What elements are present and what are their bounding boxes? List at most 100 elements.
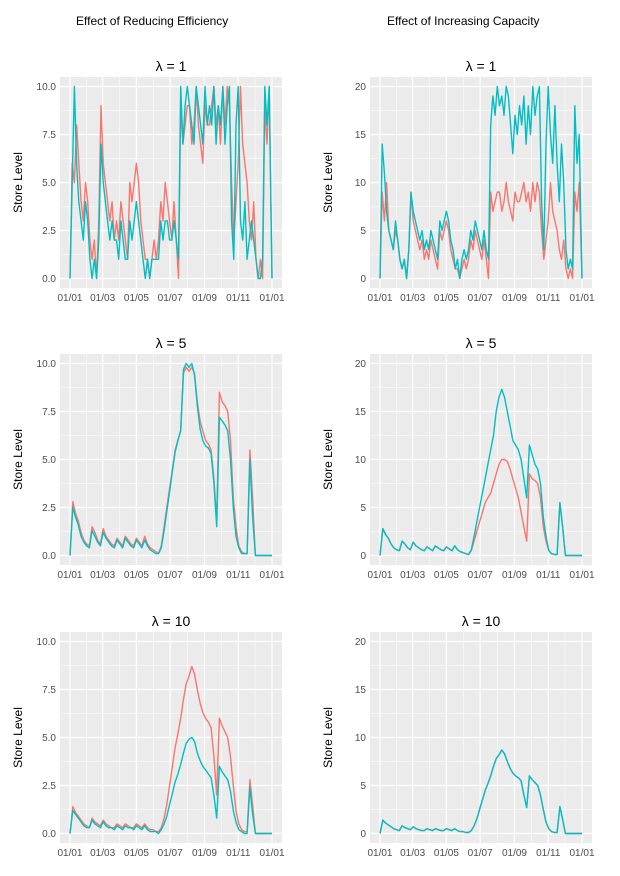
x-tick-label: 01/01 bbox=[569, 293, 594, 304]
x-tick-label: 01/09 bbox=[502, 848, 527, 859]
y-tick-label: 15 bbox=[355, 407, 367, 418]
panel-title: λ = 10 bbox=[152, 613, 191, 629]
y-tick-label: 2.5 bbox=[42, 503, 56, 514]
panel-title: λ = 1 bbox=[156, 58, 187, 74]
y-tick-label: 0.0 bbox=[42, 829, 56, 840]
x-tick-label: 01/01 bbox=[569, 848, 594, 859]
y-tick-label: 5.0 bbox=[42, 733, 56, 744]
panel-title: λ = 1 bbox=[466, 58, 497, 74]
panel-title: λ = 5 bbox=[466, 335, 497, 351]
x-tick-label: 01/11 bbox=[536, 848, 561, 859]
y-tick-label: 2.5 bbox=[42, 226, 56, 237]
panel-4: 0 5 10 15 20 01/01 01/03 01/05 01/07 01/09 01/11 01… bbox=[321, 335, 595, 581]
x-tick-label: 01/05 bbox=[124, 570, 149, 581]
series-line-1 bbox=[69, 736, 272, 835]
x-tick-label: 01/09 bbox=[502, 293, 527, 304]
y-tick-label: 10.0 bbox=[37, 82, 57, 93]
y-tick-label: 10 bbox=[355, 178, 367, 189]
x-tick-label: 01/01 bbox=[259, 293, 284, 304]
panel-5: 0 5 10 15 20 01/01 01/03 01/05 01/07 01/09 01/11 01… bbox=[321, 613, 595, 859]
y-tick-label: 10.0 bbox=[37, 359, 57, 370]
y-axis-label: Store Level bbox=[321, 429, 335, 490]
y-tick-label: 5.0 bbox=[42, 455, 56, 466]
x-tick-label: 01/07 bbox=[158, 293, 183, 304]
y-tick-label: 0.0 bbox=[42, 551, 56, 562]
x-tick-label: 01/01 bbox=[57, 848, 82, 859]
x-tick-label: 01/03 bbox=[400, 570, 425, 581]
x-tick-label: 01/09 bbox=[502, 570, 527, 581]
y-tick-label: 10.0 bbox=[37, 637, 57, 648]
y-axis-label: Store Level bbox=[11, 429, 25, 490]
x-tick-label: 01/03 bbox=[400, 848, 425, 859]
x-tick-label: 01/03 bbox=[90, 570, 115, 581]
x-tick-label: 01/01 bbox=[367, 848, 392, 859]
y-axis-label: Store Level bbox=[321, 152, 335, 213]
x-tick-label: 01/11 bbox=[536, 293, 561, 304]
y-tick-label: 20 bbox=[355, 637, 367, 648]
x-tick-label: 01/01 bbox=[57, 570, 82, 581]
y-tick-label: 15 bbox=[355, 685, 367, 696]
y-tick-label: 5 bbox=[360, 226, 366, 237]
panel-3: 0 5 10 15 20 01/01 01/03 01/05 01/07 01/09 01/11 01… bbox=[321, 58, 595, 304]
x-tick-label: 01/01 bbox=[367, 570, 392, 581]
y-tick-label: 5.0 bbox=[42, 178, 56, 189]
y-tick-label: 5 bbox=[360, 781, 366, 792]
x-tick-label: 01/11 bbox=[226, 848, 251, 859]
y-tick-label: 10 bbox=[355, 455, 367, 466]
x-tick-label: 01/03 bbox=[90, 848, 115, 859]
x-tick-label: 01/05 bbox=[124, 848, 149, 859]
y-tick-label: 0 bbox=[360, 551, 366, 562]
y-tick-label: 20 bbox=[355, 82, 367, 93]
x-tick-label: 01/07 bbox=[468, 570, 493, 581]
y-tick-label: 7.5 bbox=[42, 130, 56, 141]
x-tick-label: 01/11 bbox=[226, 293, 251, 304]
y-tick-label: 0 bbox=[360, 829, 366, 840]
x-tick-label: 01/09 bbox=[192, 293, 217, 304]
y-tick-label: 0.0 bbox=[42, 274, 56, 285]
x-tick-label: 01/09 bbox=[192, 570, 217, 581]
y-axis-label: Store Level bbox=[321, 707, 335, 768]
x-tick-label: 01/05 bbox=[434, 848, 459, 859]
y-tick-label: 0 bbox=[360, 274, 366, 285]
x-tick-label: 01/09 bbox=[192, 848, 217, 859]
y-axis-label: Store Level bbox=[11, 152, 25, 213]
series-line-1 bbox=[69, 362, 272, 557]
y-tick-label: 15 bbox=[355, 130, 367, 141]
series-line-0 bbox=[69, 665, 272, 835]
series-line-1 bbox=[379, 749, 582, 835]
y-tick-label: 2.5 bbox=[42, 781, 56, 792]
x-tick-label: 01/05 bbox=[434, 570, 459, 581]
series-line-0 bbox=[379, 181, 583, 280]
y-axis-label: Store Level bbox=[11, 707, 25, 768]
x-tick-label: 01/05 bbox=[124, 293, 149, 304]
x-tick-label: 01/03 bbox=[400, 293, 425, 304]
x-tick-label: 01/07 bbox=[158, 570, 183, 581]
panel-title: λ = 10 bbox=[462, 613, 501, 629]
x-tick-label: 01/07 bbox=[158, 848, 183, 859]
series-line-1 bbox=[69, 85, 273, 280]
x-tick-label: 01/07 bbox=[468, 293, 493, 304]
x-tick-label: 01/01 bbox=[57, 293, 82, 304]
series-line-0 bbox=[69, 85, 273, 280]
series-line-1 bbox=[379, 85, 583, 280]
panel-title: λ = 5 bbox=[156, 335, 187, 351]
panel-1: 0.0 2.5 5.0 7.5 10.0 01/01 01/03 01/05 01/07 01/0… bbox=[11, 335, 285, 581]
column-title-right: Effect of Increasing Capacity bbox=[387, 14, 540, 28]
x-tick-label: 01/11 bbox=[536, 570, 561, 581]
x-tick-label: 01/01 bbox=[367, 293, 392, 304]
x-tick-label: 01/01 bbox=[569, 570, 594, 581]
panel-2: 0.0 2.5 5.0 7.5 10.0 01/01 01/03 01/05 01/07 01/0… bbox=[11, 613, 285, 859]
x-tick-label: 01/11 bbox=[226, 570, 251, 581]
x-tick-label: 01/03 bbox=[90, 293, 115, 304]
x-tick-label: 01/01 bbox=[259, 848, 284, 859]
x-tick-label: 01/07 bbox=[468, 848, 493, 859]
y-tick-label: 20 bbox=[355, 359, 367, 370]
x-tick-label: 01/05 bbox=[434, 293, 459, 304]
x-tick-label: 01/01 bbox=[259, 570, 284, 581]
y-tick-label: 7.5 bbox=[42, 685, 56, 696]
panel-0: 0.0 2.5 5.0 7.5 10.0 01/01 01/03 01/05 01/07 01/0… bbox=[11, 58, 285, 304]
series-line-1 bbox=[379, 388, 582, 557]
y-tick-label: 10 bbox=[355, 733, 367, 744]
y-tick-label: 5 bbox=[360, 503, 366, 514]
